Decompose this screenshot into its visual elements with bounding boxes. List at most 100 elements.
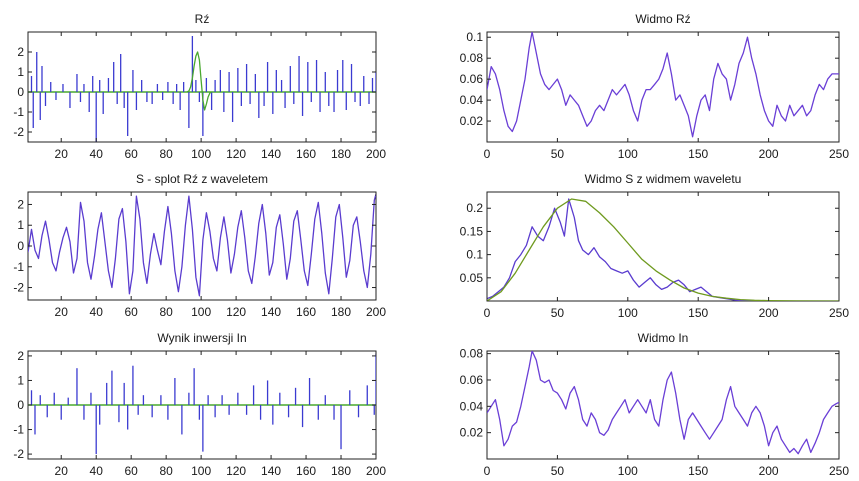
x-tick-label: 100	[191, 147, 211, 161]
axes-frame	[486, 31, 840, 143]
y-tick-label: 0.05	[460, 271, 484, 285]
y-tick-label: 0	[17, 239, 24, 253]
x-tick-label: 140	[261, 305, 281, 319]
panel-widmo-rz: Widmo Rź 0 50 100 150 200 250 0.1 0.08 0.06 0.04 0.…	[460, 12, 850, 161]
x-tick-label: 80	[159, 305, 173, 319]
plot-area	[487, 32, 839, 138]
x-tick-label: 200	[759, 464, 779, 478]
y-tick-label: 0.08	[460, 347, 484, 361]
y-tick-label: 2	[17, 197, 24, 211]
x-tick-label: 60	[124, 147, 138, 161]
x-tick-label: 60	[124, 464, 138, 478]
y-tick-label: -2	[13, 125, 24, 139]
series-line-2	[487, 198, 839, 301]
y-tick-label: 0.15	[460, 224, 484, 238]
x-tick-label: 160	[296, 464, 316, 478]
plot-area	[28, 193, 376, 297]
x-tick-label: 180	[331, 464, 351, 478]
y-tick-label: 0.1	[466, 248, 483, 262]
x-tick-label: 40	[90, 305, 104, 319]
x-tick-label: 150	[688, 306, 708, 320]
y-tick-label: 0.02	[460, 114, 484, 128]
y-tick-label: 2	[17, 349, 24, 363]
plot-area	[28, 36, 376, 142]
series-line-1	[28, 193, 376, 297]
x-tick-label: 140	[261, 147, 281, 161]
x-tick-label: 100	[191, 464, 211, 478]
x-tick-label: 250	[829, 147, 849, 161]
x-tick-label: 100	[618, 147, 638, 161]
y-tick-label: 1	[17, 373, 24, 387]
y-tick-label: 0.08	[460, 51, 484, 65]
plot-area	[28, 353, 376, 455]
x-tick-label: 60	[124, 305, 138, 319]
x-tick-label: 120	[226, 464, 246, 478]
y-tick-label: 1	[17, 65, 24, 79]
panel-widmo-s: Widmo S z widmem waveletu 0 50 100 150 200 250…	[460, 172, 850, 320]
panel-rz: Rź 20 40 60 80 100 120 140 160 180 200 2 1 0 -1 -2	[13, 12, 386, 161]
x-tick-label: 100	[618, 464, 638, 478]
x-tick-label: 20	[55, 147, 69, 161]
axes-frame	[486, 191, 840, 302]
x-tick-label: 160	[296, 147, 316, 161]
y-tick-label: -1	[13, 423, 24, 437]
x-tick-label: 20	[55, 305, 69, 319]
x-tick-label: 150	[688, 147, 708, 161]
x-tick-label: 140	[261, 464, 281, 478]
x-tick-label: 20	[55, 464, 69, 478]
x-tick-label: 200	[366, 147, 386, 161]
plot-area	[487, 351, 839, 455]
y-tick-label: 2	[17, 45, 24, 59]
x-tick-label: 50	[551, 464, 565, 478]
y-tick-label: 0.06	[460, 72, 484, 86]
y-tick-label: 0	[17, 85, 24, 99]
x-tick-label: 120	[226, 305, 246, 319]
series-line-1	[487, 351, 839, 455]
y-tick-label: 0.2	[466, 201, 483, 215]
x-tick-label: 100	[191, 305, 211, 319]
plot-area	[487, 198, 839, 301]
x-tick-label: 180	[331, 305, 351, 319]
x-tick-label: 200	[366, 464, 386, 478]
x-tick-label: 80	[159, 464, 173, 478]
axes-frame	[486, 350, 840, 460]
x-tick-label: 200	[759, 147, 779, 161]
y-tick-label: -1	[13, 105, 24, 119]
series-line-2	[186, 51, 212, 111]
x-tick-label: 200	[366, 305, 386, 319]
chart-title: Rź	[195, 12, 210, 26]
x-tick-label: 250	[829, 464, 849, 478]
y-tick-label: 1	[17, 218, 24, 232]
y-tick-label: -2	[13, 447, 24, 461]
chart-title: Widmo In	[638, 331, 689, 345]
y-tick-label: -2	[13, 281, 24, 295]
y-tick-label: 0.02	[460, 426, 484, 440]
y-tick-label: 0.04	[460, 399, 484, 413]
y-tick-label: -1	[13, 260, 24, 274]
y-tick-label: 0.1	[466, 30, 483, 44]
panel-widmo-in: Widmo In 0 50 100 150 200 250 0.08 0.06 0.04 0.02	[460, 331, 850, 478]
x-tick-label: 40	[90, 147, 104, 161]
x-tick-label: 200	[759, 306, 779, 320]
y-tick-label: 0.04	[460, 93, 484, 107]
y-tick-label: 0.06	[460, 373, 484, 387]
x-tick-label: 40	[90, 464, 104, 478]
x-tick-label: 50	[551, 147, 565, 161]
x-tick-label: 150	[688, 464, 708, 478]
x-tick-label: 0	[484, 306, 491, 320]
x-tick-label: 100	[618, 306, 638, 320]
series-line-1	[487, 32, 839, 138]
chart-title: S - splot Rź z waveletem	[136, 172, 268, 186]
chart-title: Widmo Rź	[635, 12, 690, 26]
x-tick-label: 50	[551, 306, 565, 320]
x-tick-label: 250	[829, 306, 849, 320]
x-tick-label: 120	[226, 147, 246, 161]
chart-title: Widmo S z widmem waveletu	[585, 172, 742, 186]
x-tick-label: 180	[331, 147, 351, 161]
y-tick-label: 0	[17, 398, 24, 412]
x-tick-label: 80	[159, 147, 173, 161]
chart-title: Wynik inwersji In	[157, 331, 246, 345]
